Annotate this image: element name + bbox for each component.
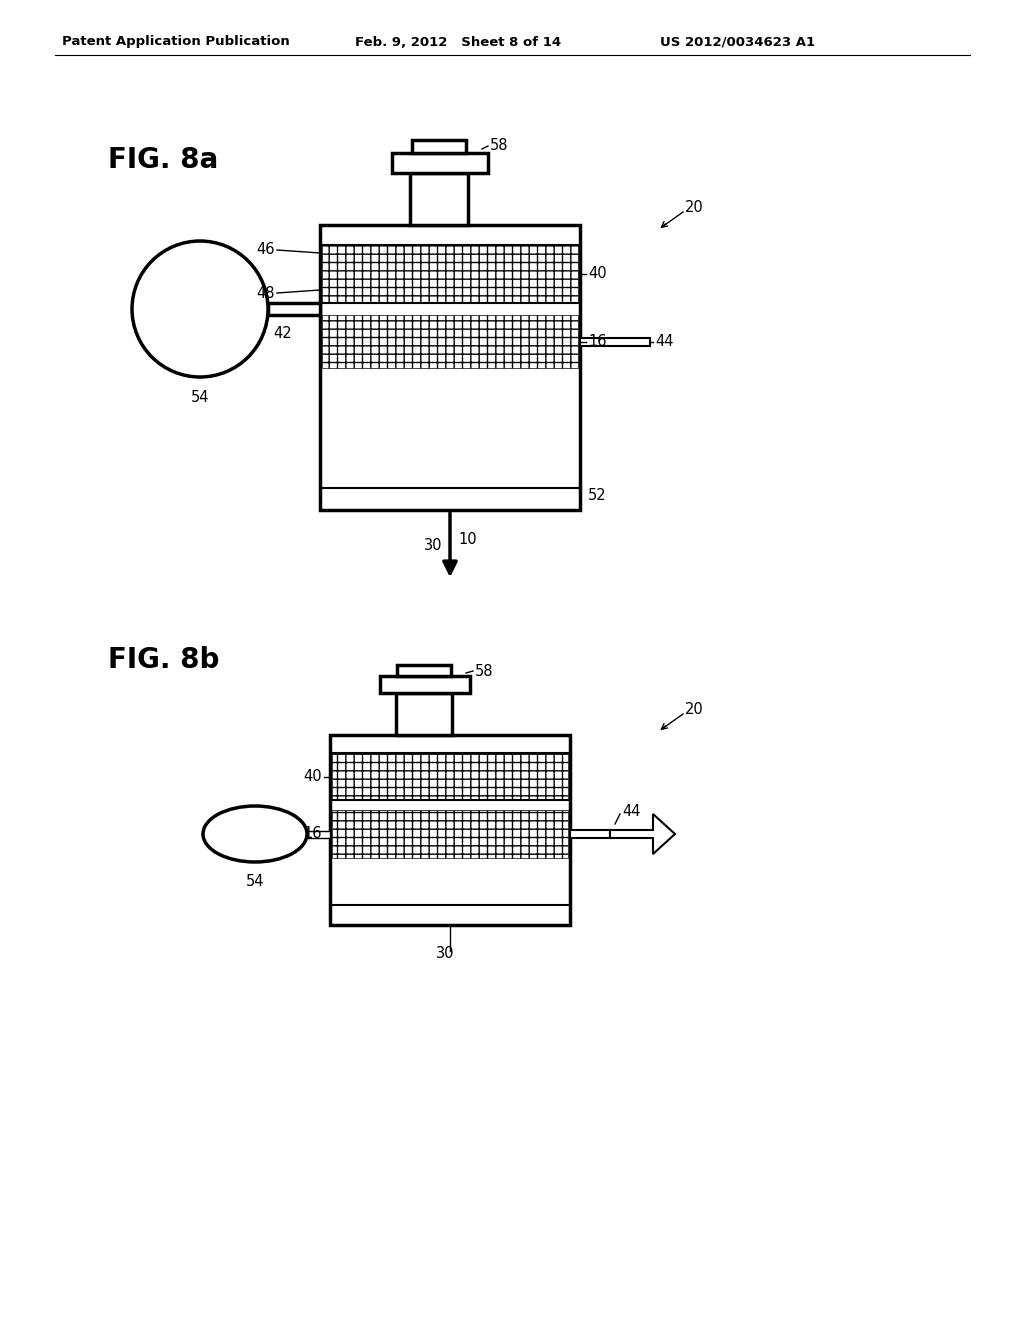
Bar bbox=[397, 665, 451, 676]
Bar bbox=[396, 693, 452, 735]
Bar bbox=[570, 830, 610, 838]
Bar bbox=[330, 735, 570, 925]
Bar bbox=[322, 246, 578, 304]
Text: 40: 40 bbox=[303, 770, 322, 784]
Bar bbox=[307, 830, 330, 837]
Text: 52: 52 bbox=[588, 488, 606, 503]
Text: 54: 54 bbox=[190, 389, 209, 404]
Text: US 2012/0034623 A1: US 2012/0034623 A1 bbox=[660, 36, 815, 49]
Text: 16: 16 bbox=[303, 826, 322, 842]
Text: 44: 44 bbox=[622, 804, 640, 820]
Text: 58: 58 bbox=[490, 139, 509, 153]
Text: 30: 30 bbox=[436, 945, 455, 961]
Text: 44: 44 bbox=[655, 334, 674, 348]
Text: 54: 54 bbox=[246, 874, 264, 890]
Text: Feb. 9, 2012   Sheet 8 of 14: Feb. 9, 2012 Sheet 8 of 14 bbox=[355, 36, 561, 49]
Bar bbox=[580, 338, 650, 346]
Text: 16: 16 bbox=[588, 334, 606, 348]
Text: 20: 20 bbox=[685, 201, 703, 215]
Circle shape bbox=[132, 242, 268, 378]
Bar bbox=[392, 153, 488, 173]
Text: 42: 42 bbox=[273, 326, 292, 341]
Bar bbox=[322, 315, 578, 368]
Bar bbox=[380, 676, 470, 693]
Polygon shape bbox=[610, 814, 675, 854]
Text: FIG. 8b: FIG. 8b bbox=[108, 645, 219, 675]
Bar bbox=[319, 224, 580, 510]
Text: Patent Application Publication: Patent Application Publication bbox=[62, 36, 290, 49]
Text: 46: 46 bbox=[256, 243, 275, 257]
Text: FIG. 8a: FIG. 8a bbox=[108, 147, 218, 174]
Text: 40: 40 bbox=[588, 267, 606, 281]
Bar bbox=[332, 752, 568, 800]
Bar bbox=[410, 173, 468, 224]
Text: 20: 20 bbox=[685, 702, 703, 718]
Text: 10: 10 bbox=[458, 532, 476, 548]
Text: 30: 30 bbox=[424, 537, 442, 553]
Bar bbox=[268, 304, 319, 315]
Ellipse shape bbox=[203, 807, 307, 862]
Bar bbox=[332, 810, 568, 858]
Text: 58: 58 bbox=[475, 664, 494, 678]
Bar bbox=[412, 140, 466, 153]
Text: 48: 48 bbox=[256, 285, 275, 301]
